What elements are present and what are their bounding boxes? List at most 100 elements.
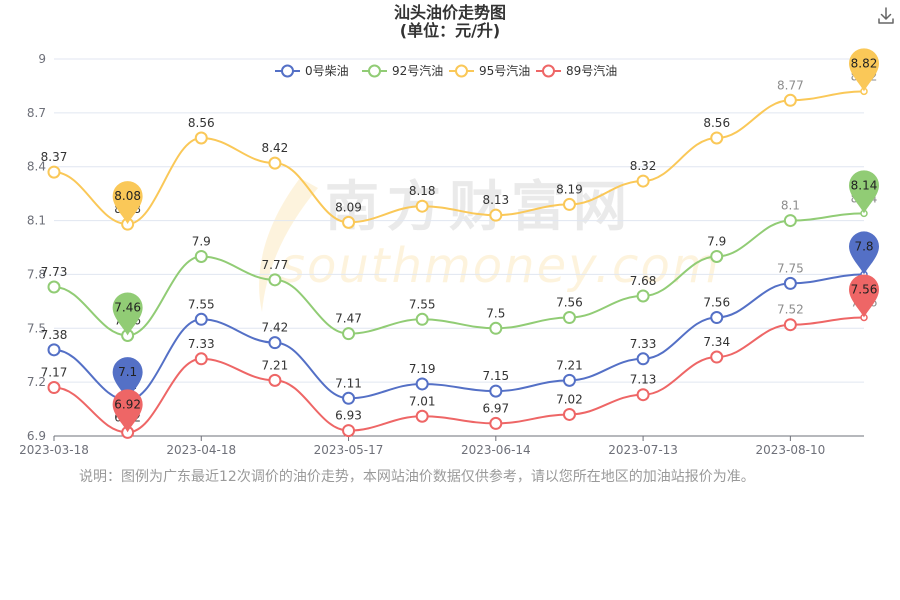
data-label: 7.47: [335, 312, 362, 326]
data-label: 7.15: [482, 369, 509, 383]
data-point[interactable]: [194, 131, 208, 145]
data-label: 7.33: [630, 337, 657, 351]
pin-label: 7.46: [114, 300, 141, 314]
data-point[interactable]: [268, 373, 282, 387]
data-point[interactable]: [342, 327, 356, 341]
data-label: 7.9: [707, 234, 726, 248]
data-point[interactable]: [783, 276, 797, 290]
legend-label: 95号汽油: [479, 63, 530, 78]
data-point[interactable]: [268, 273, 282, 287]
data-point[interactable]: [636, 388, 650, 402]
data-label: 8.56: [703, 116, 730, 130]
data-point[interactable]: [342, 424, 356, 438]
data-point[interactable]: [415, 312, 429, 326]
data-label: 7.68: [630, 274, 657, 288]
series: 7.17 6.92 7.33 7.21 6.93 7.01 6.97 7.02 7.13 7.34…: [41, 274, 879, 439]
max-pin: 8.14: [849, 170, 879, 214]
data-point[interactable]: [562, 311, 576, 325]
legend-label: 0号柴油: [305, 64, 349, 78]
pin-label: 7.8: [854, 239, 873, 253]
data-point[interactable]: [194, 352, 208, 366]
data-point[interactable]: [268, 156, 282, 170]
data-label: 8.37: [41, 150, 68, 164]
data-label: 7.11: [335, 376, 362, 390]
pin-shape: [112, 357, 143, 401]
data-label: 7.55: [409, 297, 436, 311]
data-point[interactable]: [636, 174, 650, 188]
data-label: 7.19: [409, 362, 436, 376]
data-point[interactable]: [342, 391, 356, 405]
data-point[interactable]: [710, 249, 724, 263]
x-tick-label: 2023-06-14: [461, 443, 531, 457]
data-point[interactable]: [562, 407, 576, 421]
data-label: 8.09: [335, 200, 362, 214]
data-point[interactable]: [710, 131, 724, 145]
pin-shape: [849, 274, 879, 318]
data-point[interactable]: [415, 377, 429, 391]
max-pin: 7.56: [849, 274, 879, 318]
pin-label: 8.82: [851, 56, 878, 70]
data-point[interactable]: [489, 321, 503, 335]
y-tick-label: 8.7: [27, 106, 46, 120]
min-pin: 8.08: [112, 181, 143, 225]
data-label: 8.32: [630, 159, 657, 173]
data-point[interactable]: [194, 249, 208, 263]
data-label: 7.21: [556, 358, 583, 372]
series: 7.38 7.1 7.55 7.42 7.11 7.19 7.15 7.21 7.33 7.56 7…: [41, 231, 879, 407]
data-point[interactable]: [783, 214, 797, 228]
legend-swatch-marker: [542, 64, 555, 78]
data-label: 7.73: [41, 265, 68, 279]
series: 7.73 7.46 7.9 7.77 7.47 7.55 7.5 7.56 7.68 7.9 8.1…: [41, 170, 879, 342]
data-point[interactable]: [415, 409, 429, 423]
data-point[interactable]: [489, 416, 503, 430]
data-label: 7.75: [777, 261, 804, 275]
data-label: 7.34: [703, 335, 730, 349]
data-point[interactable]: [562, 197, 576, 211]
data-label: 7.42: [262, 321, 289, 335]
y-tick-label: 9: [38, 52, 46, 66]
data-point[interactable]: [489, 208, 503, 222]
data-point[interactable]: [636, 289, 650, 303]
data-label: 8.13: [482, 193, 509, 207]
y-tick-label: 7.2: [27, 375, 46, 389]
data-point[interactable]: [489, 384, 503, 398]
data-point[interactable]: [710, 311, 724, 325]
data-point[interactable]: [562, 373, 576, 387]
legend-label: 92号汽油: [392, 63, 443, 78]
data-point[interactable]: [194, 312, 208, 326]
data-label: 7.17: [41, 366, 68, 380]
legend-item[interactable]: 0号柴油: [275, 64, 349, 78]
pin-shape: [849, 231, 879, 275]
data-label: 7.5: [486, 306, 505, 320]
data-point[interactable]: [783, 93, 797, 107]
data-label: 7.77: [262, 258, 289, 272]
legend-item[interactable]: 89号汽油: [536, 63, 617, 78]
data-label: 7.01: [409, 394, 436, 408]
x-tick-label: 2023-05-17: [314, 443, 384, 457]
series-line: [53, 316, 865, 434]
data-point[interactable]: [342, 215, 356, 229]
data-label: 7.56: [703, 296, 730, 310]
data-point[interactable]: [783, 318, 797, 332]
legend-item[interactable]: 95号汽油: [449, 63, 530, 78]
data-point[interactable]: [47, 165, 61, 179]
data-label: 7.52: [777, 303, 804, 317]
data-point[interactable]: [47, 381, 61, 395]
data-point[interactable]: [47, 343, 61, 357]
download-icon[interactable]: [876, 6, 896, 26]
data-label: 7.02: [556, 392, 583, 406]
max-pin: 7.8: [849, 231, 879, 275]
x-tick-label: 2023-03-18: [19, 443, 89, 457]
pin-shape: [112, 389, 143, 433]
data-point[interactable]: [710, 350, 724, 364]
watermark-domain: southmoney.com: [280, 238, 721, 294]
data-point[interactable]: [415, 199, 429, 213]
legend-item[interactable]: 92号汽油: [362, 63, 443, 78]
data-label: 7.56: [556, 296, 583, 310]
data-point[interactable]: [47, 280, 61, 294]
data-point[interactable]: [268, 336, 282, 350]
chart-note: 说明：图例为广东最近12次调价的油价走势，本网站油价数据仅供参考，请以您所在地区…: [79, 469, 755, 485]
data-point[interactable]: [636, 352, 650, 366]
data-label: 8.56: [188, 116, 215, 130]
